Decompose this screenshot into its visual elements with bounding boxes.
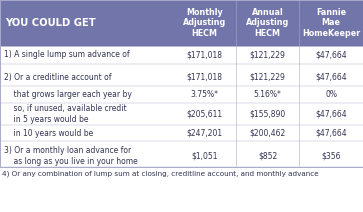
Text: Fannie
Mae
HomeKeeper: Fannie Mae HomeKeeper	[302, 8, 360, 38]
Text: in 10 years would be: in 10 years would be	[4, 128, 94, 138]
Text: $47,664: $47,664	[315, 128, 347, 138]
Text: 1) A single lump sum advance of: 1) A single lump sum advance of	[4, 50, 130, 59]
Text: YOU COULD GET: YOU COULD GET	[5, 18, 96, 28]
Text: $47,664: $47,664	[315, 73, 347, 82]
Text: $47,664: $47,664	[315, 50, 347, 59]
Text: 0%: 0%	[325, 90, 337, 99]
Text: $121,229: $121,229	[250, 73, 286, 82]
Text: $852: $852	[258, 152, 277, 161]
Text: 3) Or a monthly loan advance for
    as long as you live in your home: 3) Or a monthly loan advance for as long…	[4, 146, 138, 166]
Text: $205,611: $205,611	[186, 109, 222, 118]
Bar	[0, 103, 363, 125]
Text: $171,018: $171,018	[186, 73, 222, 82]
Bar	[0, 0, 363, 167]
Bar	[0, 86, 363, 103]
Bar	[0, 46, 363, 64]
Text: 3.75%*: 3.75%*	[190, 90, 218, 99]
Text: 2) Or a creditline account of: 2) Or a creditline account of	[4, 73, 112, 82]
Text: $247,201: $247,201	[186, 128, 222, 138]
Text: $1,051: $1,051	[191, 152, 217, 161]
Text: 5.16%*: 5.16%*	[254, 90, 282, 99]
Text: Annual
Adjusting
HECM: Annual Adjusting HECM	[246, 8, 289, 38]
Text: $121,229: $121,229	[250, 50, 286, 59]
Bar	[0, 0, 363, 46]
Bar	[0, 145, 363, 167]
Text: $155,890: $155,890	[250, 109, 286, 118]
Text: $200,462: $200,462	[250, 128, 286, 138]
Text: $47,664: $47,664	[315, 109, 347, 118]
Bar	[0, 68, 363, 86]
Text: that grows larger each year by: that grows larger each year by	[4, 90, 132, 99]
Text: 4) Or any combination of lump sum at closing, creditline account, and monthly ad: 4) Or any combination of lump sum at clo…	[2, 170, 319, 177]
Text: so, if unused, available credit
    in 5 years would be: so, if unused, available credit in 5 yea…	[4, 104, 127, 124]
Bar	[0, 125, 363, 141]
Text: $171,018: $171,018	[186, 50, 222, 59]
Text: Monthly
Adjusting
HECM: Monthly Adjusting HECM	[183, 8, 226, 38]
Text: $356: $356	[322, 152, 341, 161]
